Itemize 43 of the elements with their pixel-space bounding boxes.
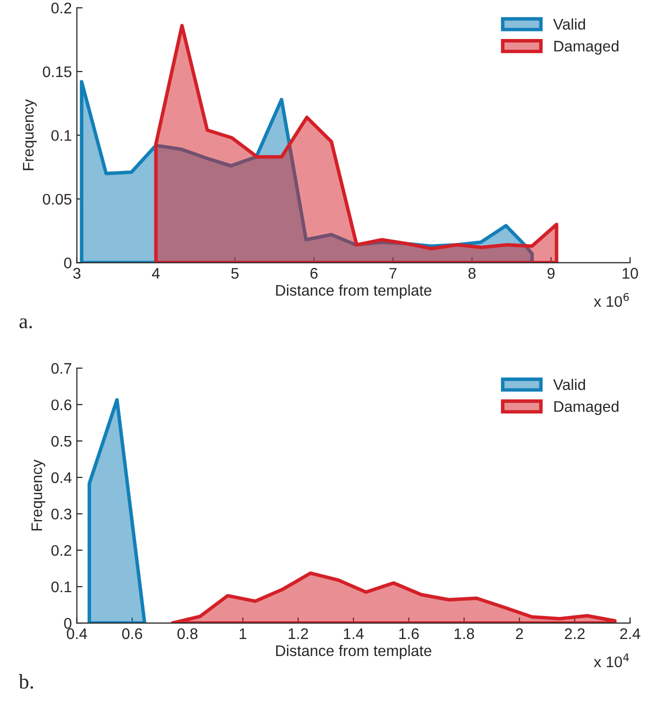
text: x 10$^{4}$ (594, 653, 629, 668)
y-tick-label: 0.6 (51, 399, 72, 410)
x-axis-title: Distance from template (276, 284, 432, 299)
x-tick-label: 1.8 (454, 628, 474, 640)
text: a. (20, 318, 32, 328)
x-axis-title: Distance from template (276, 644, 432, 660)
y-axis-title: Frequency (23, 99, 37, 170)
legend-label: Valid (553, 18, 585, 30)
y-tick-label: 0.1 (51, 130, 72, 141)
y-tick-label: 0.1 (51, 581, 72, 592)
legend-label: Damaged (554, 400, 618, 415)
y-tick-label: 0 (64, 258, 72, 268)
y-tick-label: 0 (64, 618, 72, 629)
y-axis-title: Frequency (32, 460, 46, 530)
legend-label: Valid (553, 378, 585, 390)
y-tick-label: 0.4 (51, 472, 72, 484)
x-tick-label: 1.2 (288, 628, 308, 639)
x-tick-label: 4 (152, 268, 160, 279)
x-tick-label: 6 (310, 268, 318, 279)
text: b. (18, 674, 34, 689)
x-tick-label: 2.2 (564, 628, 585, 639)
x-tick-label: 2 (516, 628, 523, 639)
x-tick-label: 0.8 (177, 628, 198, 640)
x-tick-label: 8 (468, 268, 476, 279)
legend-label: Damaged (554, 40, 618, 55)
y-tick-label: 0.7 (51, 363, 72, 374)
y-tick-label: 0.3 (51, 508, 72, 520)
x-tick-label: 0.6 (122, 628, 142, 640)
x-tick-label: 10 (622, 268, 638, 279)
x-tick-label: 2.4 (620, 628, 640, 639)
x-tick-label: 9 (548, 268, 555, 279)
y-tick-label: 0.05 (42, 194, 72, 205)
x-tick-label: 7 (390, 268, 396, 279)
y-tick-label: 0.2 (51, 545, 72, 556)
x-tick-label: 3 (73, 268, 80, 279)
x-tick-label: 1.4 (344, 628, 364, 639)
x-tick-label: 5 (231, 268, 239, 279)
x-tick-label: 1 (240, 628, 246, 639)
y-tick-label: 0.2 (51, 2, 72, 14)
text: x 10$^{6}$ (594, 292, 629, 307)
y-tick-label: 0.15 (42, 66, 72, 78)
y-tick-label: 0.5 (51, 436, 72, 447)
x-tick-label: 1.6 (399, 628, 419, 640)
